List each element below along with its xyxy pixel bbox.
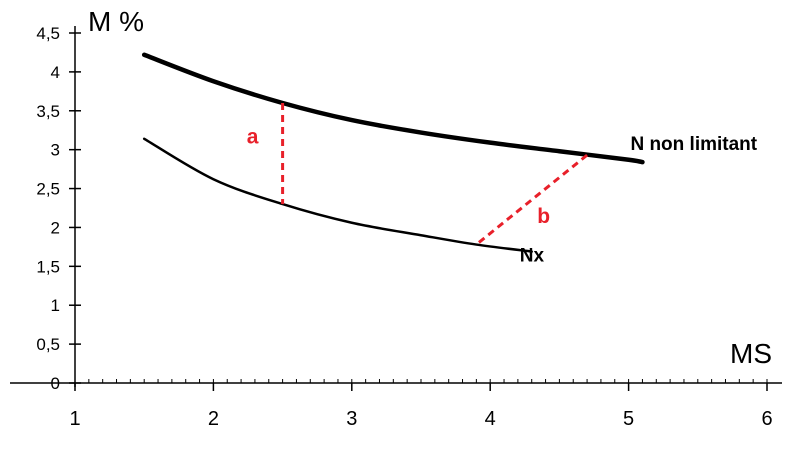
x-tick-label: 1 <box>69 408 80 430</box>
y-tick-label: 0 <box>51 374 60 393</box>
y-tick-label: 0,5 <box>36 335 60 354</box>
axes <box>10 26 782 387</box>
x-tick-label: 2 <box>208 408 219 430</box>
x-tick-label: 6 <box>761 408 772 430</box>
series-line-n-non-limitant <box>141 52 645 165</box>
x-axis-label: MS <box>730 338 772 369</box>
labels: 1 2 3 4 5 6 0 0,5 1 1,5 2 2,5 3 3,5 4 4,5 M % MS N non lim… <box>36 6 772 430</box>
tick-marks <box>69 32 768 391</box>
x-tick-label: 3 <box>346 408 357 430</box>
series-label-n-non-limitant: N non limitant <box>630 134 757 155</box>
y-tick-label: 1,5 <box>36 257 60 276</box>
y-tick-label: 3 <box>51 141 60 160</box>
y-tick-label: 3,5 <box>36 102 60 121</box>
annotation-label-b: b <box>537 205 550 228</box>
y-axis-label: M % <box>88 6 144 37</box>
y-tick-label: 1 <box>51 296 60 315</box>
series-label-nx: Nx <box>520 246 545 267</box>
annotation-line-b <box>475 153 589 246</box>
series-lines <box>141 52 645 253</box>
annotations <box>281 103 589 246</box>
y-tick-label: 4,5 <box>36 24 60 43</box>
y-tick-label: 2 <box>51 218 60 237</box>
series-line-nx <box>142 137 533 253</box>
y-tick-label: 4 <box>51 63 60 82</box>
x-tick-label: 4 <box>485 408 496 430</box>
annotation-label-a: a <box>247 126 259 149</box>
y-tick-label: 2,5 <box>36 180 60 199</box>
x-tick-label: 5 <box>623 408 634 430</box>
